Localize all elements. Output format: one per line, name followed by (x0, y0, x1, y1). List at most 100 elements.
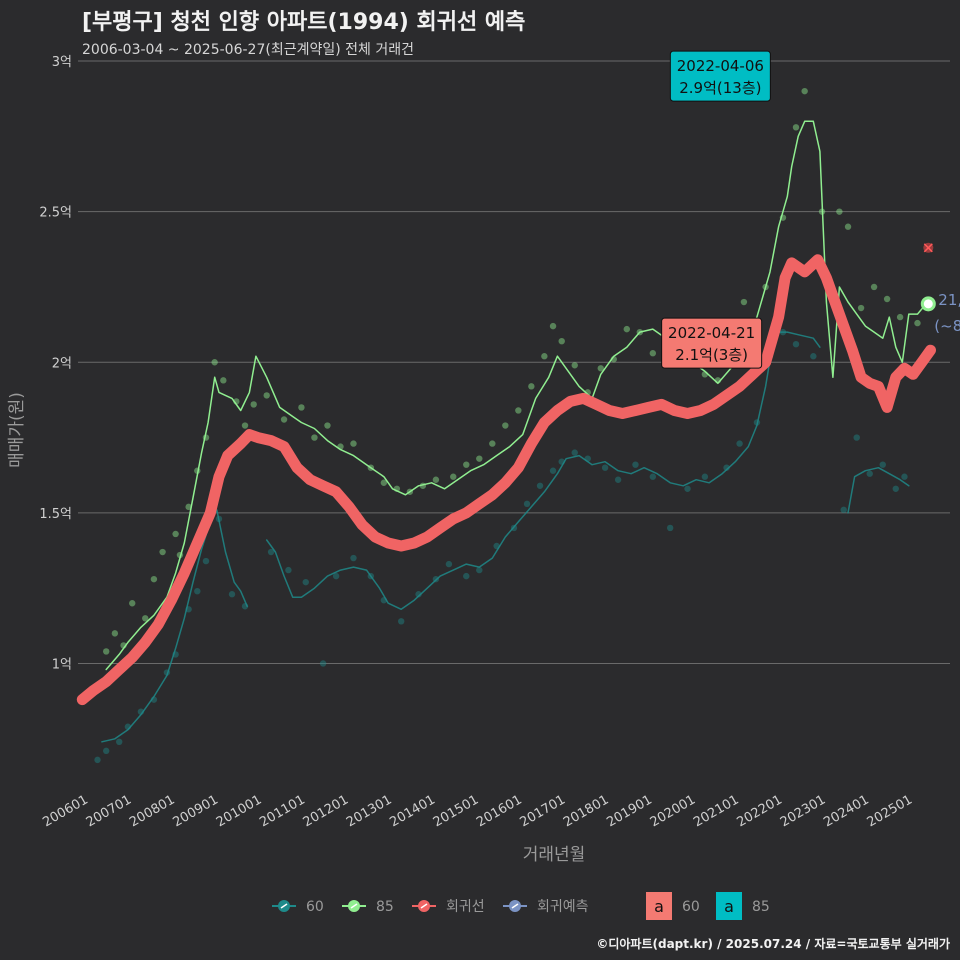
scatter-point-85 (896, 313, 904, 321)
chart-title: [부평구] 청천 인향 아파트(1994) 회귀선 예측 (82, 10, 526, 35)
y-tick-label: 2억 (52, 356, 72, 371)
scatter-point-85 (515, 407, 522, 414)
scatter-point-85 (280, 416, 288, 423)
scatter-point-85 (836, 208, 843, 215)
scatter-point-60 (666, 524, 674, 532)
x-tick-label: 202401 (821, 792, 871, 830)
scatter-point-85 (211, 359, 218, 366)
scatter-point-60 (476, 566, 483, 574)
legend-layer: 60 85 회귀선 회귀예측 a 60 a 85 (272, 892, 770, 920)
scatter-point-60 (332, 572, 340, 580)
callout-date: 2022-04-06 (677, 57, 764, 75)
scatter-point-85 (740, 298, 748, 306)
scatter-point-85 (380, 479, 388, 486)
x-tick-label: 202501 (865, 792, 915, 830)
end-area-label: (~85㎡) (934, 317, 960, 335)
scatter-point-60 (415, 591, 422, 598)
scatter-point-60 (866, 470, 873, 477)
scatter-point-85 (571, 362, 578, 369)
scatter-point-60 (549, 467, 557, 474)
legend-item-label: 회귀선 (446, 899, 485, 915)
scatter-point-60 (684, 485, 691, 492)
series-line-60 (101, 331, 910, 743)
y-tick-label: 2.5억 (39, 206, 72, 221)
x-tick-label: 202001 (648, 792, 698, 830)
x-tick-label: 201501 (431, 792, 481, 830)
callout-value: 2.1억(3층) (675, 346, 748, 364)
legend-symbol-mark (280, 903, 288, 909)
scatter-point-85 (844, 223, 852, 230)
scatter-point-85 (150, 575, 158, 583)
scatter-point-60 (319, 660, 327, 667)
scatter-point-85 (883, 295, 891, 303)
scatter-point-85 (623, 325, 630, 333)
legend-label-key (716, 892, 742, 920)
x-tick-label: 200901 (171, 792, 221, 830)
x-tick-label: 202301 (778, 792, 828, 830)
grid-layer (78, 60, 950, 664)
scatter-point-85 (792, 124, 800, 131)
scatter-point-85 (350, 440, 357, 447)
forecast-marker-cross (923, 243, 933, 253)
scatter-point-85 (502, 422, 509, 429)
scatter-point-85 (801, 87, 808, 95)
x-tick-label: 202101 (691, 792, 741, 830)
series-line-85 (105, 120, 927, 671)
scatter-point-60 (445, 560, 453, 568)
scatter-point-85 (558, 337, 565, 345)
scatter-point-60 (285, 566, 292, 574)
scatter-point-85 (111, 630, 119, 637)
scatter-point-85 (857, 304, 865, 312)
axis-layer: 1억1.5억2억2.5억3억20060120070120080120090120… (7, 55, 915, 865)
regression-line (76, 254, 936, 706)
scatter-point-85 (102, 648, 110, 655)
x-tick-label: 201601 (474, 792, 524, 830)
annotation-layer: 21,940 (~85㎡) 2022-04-06 2.9억(13층) 2022-04-2… (661, 50, 960, 369)
scatter-point-85 (324, 422, 331, 429)
scatter-point-85 (172, 530, 179, 538)
scatter-point-60 (792, 340, 800, 348)
scatter-point-60 (571, 449, 578, 456)
scatter-point-60 (228, 591, 236, 598)
scatter-point-85 (870, 283, 878, 291)
x-tick-label: 201401 (387, 792, 437, 830)
scatter-point-60 (398, 618, 405, 625)
scatter-point-60 (194, 587, 201, 595)
x-tick-label: 201801 (561, 792, 611, 830)
line-layer (76, 120, 936, 743)
scatter-point-85 (914, 319, 921, 327)
scatter-point-60 (102, 747, 110, 755)
scatter-point-85 (432, 476, 440, 483)
legend-symbol-mark (350, 903, 358, 909)
scatter-point-60 (302, 578, 309, 586)
scatter-point-85 (597, 365, 604, 372)
scatter-point-60 (523, 500, 531, 508)
scatter-point-60 (840, 506, 847, 514)
scatter-point-85 (129, 600, 136, 607)
scatter-point-85 (159, 548, 166, 556)
x-tick-label: 200701 (84, 792, 134, 830)
scatter-point-85 (541, 353, 548, 360)
scatter-point-85 (649, 350, 657, 357)
scatter-point-85 (220, 377, 227, 384)
callout-value: 2.9억(13층) (679, 79, 761, 97)
scatter-point-60 (701, 473, 709, 480)
legend-label-key-name: 60 (682, 899, 700, 915)
source-footer: ©디아파트(dapt.kr) / 2025.07.24 / 자료=국토교통부 실… (596, 937, 950, 951)
y-tick-label: 1억 (52, 657, 72, 672)
scatter-point-60 (879, 461, 886, 468)
scatter-point-85 (476, 455, 483, 462)
legend-label-key-name: 85 (752, 899, 770, 915)
scatter-point-60 (649, 473, 657, 480)
scatter-point-85 (263, 392, 270, 399)
x-tick-label: 200601 (40, 792, 90, 830)
x-tick-label: 202201 (734, 792, 784, 830)
callout-box-60 (661, 317, 763, 369)
scatter-point-60 (614, 476, 622, 483)
scatter-point-60 (632, 461, 639, 468)
scatter-point-60 (116, 738, 123, 746)
scatter-point-85 (489, 440, 496, 447)
scatter-point-60 (536, 482, 544, 489)
x-tick-label: 201901 (604, 792, 654, 830)
